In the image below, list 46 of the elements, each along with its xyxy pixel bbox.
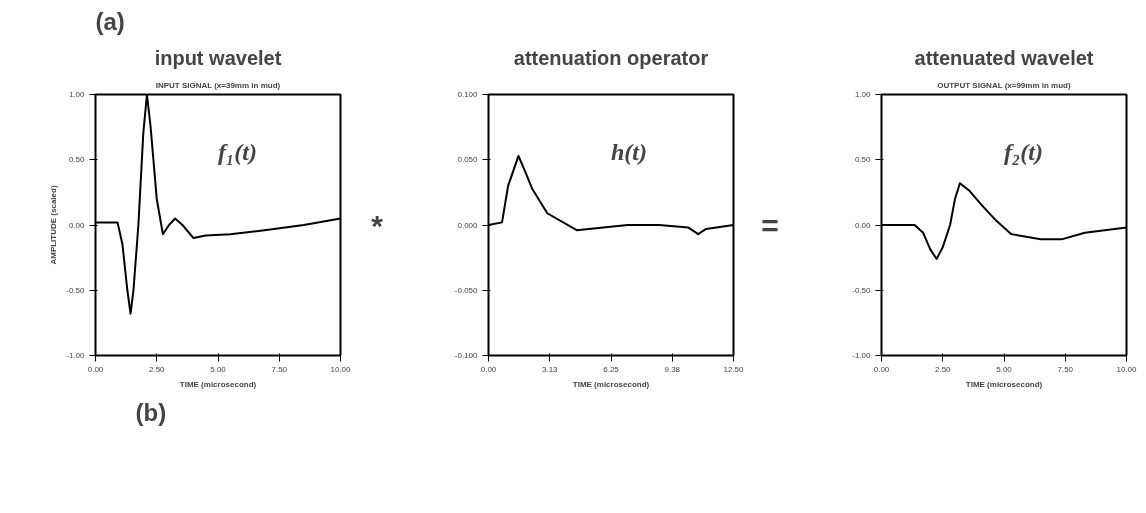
x-tick-label: 9.38 xyxy=(664,364,681,374)
y-tick-label: -0.050 xyxy=(454,285,479,295)
chart-title: input wavelet xyxy=(154,46,282,69)
x-tick-label: 7.50 xyxy=(271,364,288,374)
y-axis-title: AMPLITUDE (scaled) xyxy=(49,185,59,265)
y-tick-label: -0.50 xyxy=(66,285,86,295)
x-tick-label: 5.00 xyxy=(996,364,1013,374)
annotation: f₂(t) xyxy=(1004,138,1044,165)
x-tick-label: 0.00 xyxy=(87,364,104,374)
y-tick-label: -0.100 xyxy=(454,351,479,360)
chart-subtitle: OUTPUT SIGNAL (x=99mm in mud) xyxy=(937,80,1071,90)
x-tick-label: 3.13 xyxy=(541,364,559,374)
x-tick-label: 0.00 xyxy=(480,364,497,374)
y-tick-label: -0.50 xyxy=(852,285,872,295)
x-tick-label: 2.50 xyxy=(148,364,166,374)
chart-title: attenuation operator xyxy=(513,46,709,69)
y-tick-label: 0.050 xyxy=(457,155,479,165)
x-tick-label: 7.50 xyxy=(1057,364,1074,374)
x-tick-label: 10.00 xyxy=(330,364,352,374)
y-tick-label: 0.000 xyxy=(457,220,479,230)
annotation: f₁(t) xyxy=(218,138,258,165)
y-tick-label: 0.00 xyxy=(68,220,86,230)
y-tick-label: 1.00 xyxy=(854,90,872,99)
text: (b) xyxy=(135,398,167,426)
y-tick-label: 0.00 xyxy=(854,220,872,230)
text: = xyxy=(761,208,779,242)
y-tick-label: 1.00 xyxy=(68,90,86,99)
x-axis-title: TIME (microsecond) xyxy=(965,379,1043,389)
y-tick-label: -1.00 xyxy=(66,351,86,360)
y-tick-label: 0.50 xyxy=(854,155,872,165)
text: * xyxy=(371,208,384,242)
annotation: h(t) xyxy=(611,138,647,165)
chart-subtitle: INPUT SIGNAL (x=39mm in mud) xyxy=(155,80,281,90)
x-tick-label: 6.25 xyxy=(603,364,620,374)
x-tick-label: 2.50 xyxy=(934,364,952,374)
x-tick-label: 12.50 xyxy=(723,364,745,374)
x-tick-label: 0.00 xyxy=(873,364,890,374)
y-tick-label: -1.00 xyxy=(852,351,872,360)
x-tick-label: 5.00 xyxy=(210,364,227,374)
text: (a) xyxy=(95,7,125,35)
x-axis-title: TIME (microsecond) xyxy=(179,379,257,389)
y-tick-label: 0.50 xyxy=(68,155,86,165)
x-axis-title: TIME (microsecond) xyxy=(572,379,650,389)
y-tick-label: 0.100 xyxy=(457,90,479,99)
chart-title: attenuated wavelet xyxy=(914,46,1094,69)
x-tick-label: 10.00 xyxy=(1116,364,1138,374)
